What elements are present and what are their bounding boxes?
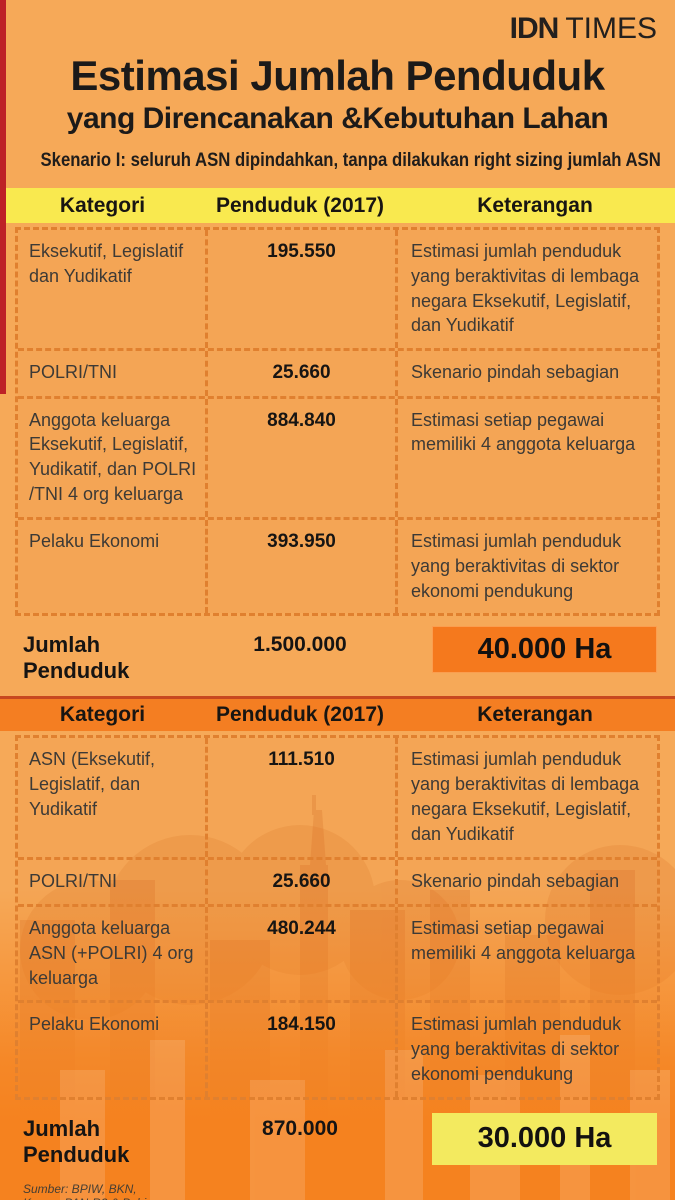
cell-keterangan: Estimasi jumlah penduduk yang beraktivit… xyxy=(411,1014,622,1084)
table-row: Eksekutif, Legislatif dan Yudikatif 195.… xyxy=(18,230,657,352)
cell-kategori: Eksekutif, Legislatif dan Yudikatif xyxy=(18,230,208,349)
cell-keterangan: Estimasi jumlah penduduk yang beraktivit… xyxy=(411,530,622,601)
page-title-line1: Estimasi Jumlah Penduduk xyxy=(70,52,605,99)
table2-col-penduduk: Penduduk (2017) xyxy=(215,703,385,727)
cell-keterangan: Estimasi setiap pegawai memiliki 4 anggo… xyxy=(411,409,636,455)
table1-header: Kategori Penduduk (2017) Keterangan xyxy=(0,188,675,223)
table-row: Pelaku Ekonomi 393.950 Estimasi jumlah p… xyxy=(18,519,657,614)
cell-penduduk: 480.244 xyxy=(208,906,398,1001)
total-population-value: 1.500.000 xyxy=(253,633,347,657)
cell-kategori: POLRI/TNI xyxy=(18,859,208,904)
scenario-subtitle-wrap: Skenario I: seluruh ASN dipindahkan, tan… xyxy=(0,150,675,176)
source-note: Sumber: BPIW, BKN, Kemen.PAN-R3 & Polri xyxy=(23,1181,146,1200)
cell-keterangan: Estimasi jumlah penduduk yang beraktivit… xyxy=(411,749,640,844)
cell-kategori: Pelaku Ekonomi xyxy=(18,1003,208,1097)
table-row: Pelaku Ekonomi 184.150 Estimasi jumlah p… xyxy=(18,1003,657,1097)
cell-keterangan: Estimasi jumlah penduduk yang beraktivit… xyxy=(411,241,640,336)
page-title-line2: yang Direncanakan &Kebutuhan Lahan xyxy=(66,102,609,135)
cell-penduduk: 184.150 xyxy=(208,1003,398,1097)
cell-penduduk: 25.660 xyxy=(208,351,398,396)
cell-kategori: ASN (Eksekutif, Legislatif, dan Yudikati… xyxy=(18,738,208,857)
table2-col-keterangan: Keterangan xyxy=(477,703,593,727)
cell-keterangan: Skenario pindah sebagian xyxy=(411,362,620,383)
brand-logo: IDN TIMES xyxy=(0,0,675,46)
table1-body: Eksekutif, Legislatif dan Yudikatif 195.… xyxy=(15,227,660,617)
table-row: Anggota keluarga ASN (+POLRI) 4 org kelu… xyxy=(18,906,657,1004)
total-population-value: 870.000 xyxy=(262,1116,338,1140)
table-row: POLRI/TNI 25.660 Skenario pindah sebagia… xyxy=(18,859,657,907)
red-edge-strip xyxy=(0,0,6,394)
cell-penduduk: 25.660 xyxy=(208,859,398,904)
cell-kategori: Pelaku Ekonomi xyxy=(18,519,208,614)
table1-col-penduduk: Penduduk (2017) xyxy=(215,193,385,217)
cell-keterangan: Skenario pindah sebagian xyxy=(411,870,620,891)
cell-kategori: Anggota keluarga Eksekutif, Legislatif, … xyxy=(18,398,208,517)
table1-total-row: Jumlah Penduduk 1.500.000 40.000 Ha xyxy=(15,626,660,684)
table-row: ASN (Eksekutif, Legislatif, dan Yudikati… xyxy=(18,738,657,860)
cell-penduduk: 884.840 xyxy=(208,398,398,517)
cell-penduduk: 111.510 xyxy=(208,738,398,857)
cell-penduduk: 195.550 xyxy=(208,230,398,349)
table-row: Anggota keluarga Eksekutif, Legislatif, … xyxy=(18,398,657,520)
cell-penduduk: 393.950 xyxy=(208,519,398,614)
cell-keterangan: Estimasi setiap pegawai memiliki 4 anggo… xyxy=(411,917,636,963)
total-label: Jumlah Penduduk xyxy=(23,632,130,684)
table1-col-kategori: Kategori xyxy=(59,193,146,217)
cell-kategori: Anggota keluarga ASN (+POLRI) 4 org kelu… xyxy=(18,906,208,1001)
total-label-block: Jumlah Penduduk Sumber: BPIW, BKN, Kemen… xyxy=(15,1110,205,1200)
brand-times-text: TIMES xyxy=(565,12,657,45)
table-row: POLRI/TNI 25.660 Skenario pindah sebagia… xyxy=(18,351,657,399)
table2-total-row: Jumlah Penduduk Sumber: BPIW, BKN, Kemen… xyxy=(15,1110,660,1200)
buildings-light xyxy=(60,1035,670,1200)
table2-body: ASN (Eksekutif, Legislatif, dan Yudikati… xyxy=(15,735,660,1100)
table2-header: Kategori Penduduk (2017) Keterangan xyxy=(0,696,675,732)
cell-kategori: POLRI/TNI xyxy=(18,351,208,396)
brand-idn-text: IDN xyxy=(509,12,560,45)
land-area-badge: 40.000 Ha xyxy=(432,626,657,674)
table2-col-kategori: Kategori xyxy=(59,703,146,727)
land-area-badge: 30.000 Ha xyxy=(432,1112,657,1165)
total-label: Jumlah Penduduk xyxy=(23,1115,130,1167)
scenario-subtitle: Skenario I: seluruh ASN dipindahkan, tan… xyxy=(40,150,661,171)
table1-col-keterangan: Keterangan xyxy=(477,193,593,217)
